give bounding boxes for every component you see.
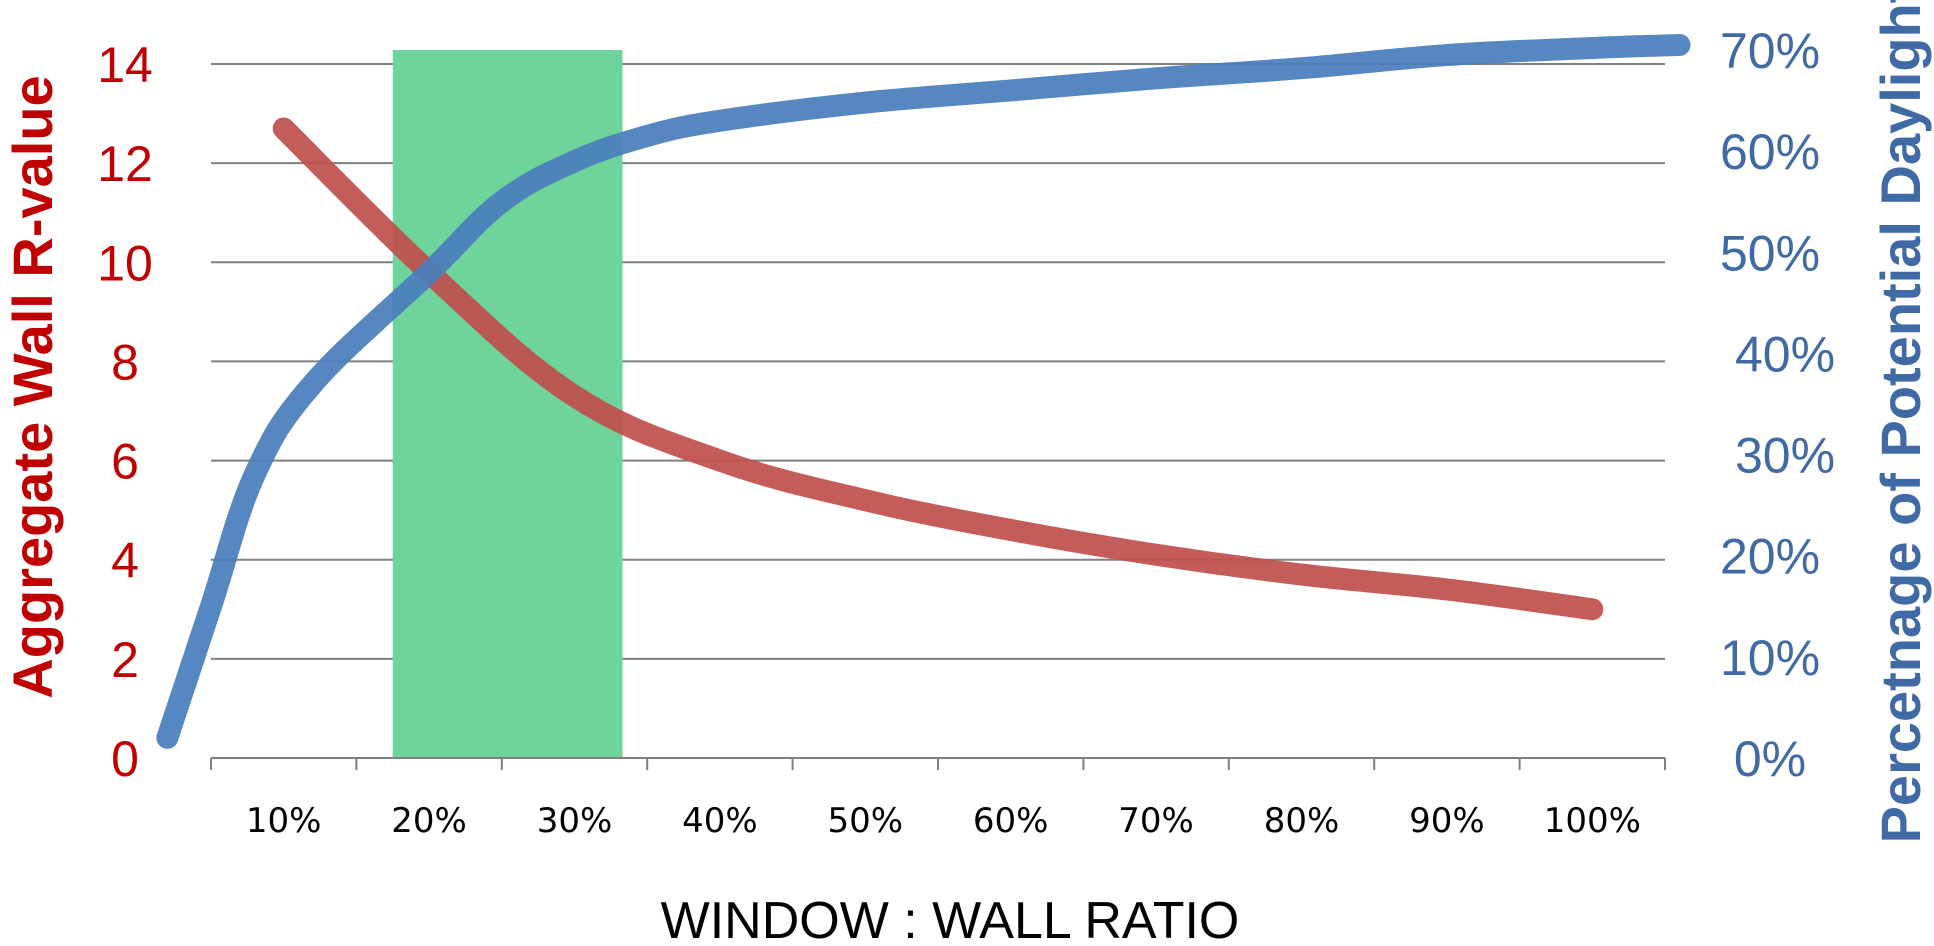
left-tick-label: 0 (111, 731, 139, 787)
x-tick-label: 20% (391, 801, 467, 841)
x-tick-label: 80% (1264, 801, 1340, 841)
x-tick-label: 70% (1118, 801, 1194, 841)
right-tick-label: 0% (1734, 731, 1806, 787)
left-tick-label: 14 (97, 37, 153, 93)
left-tick-label: 4 (111, 533, 139, 589)
x-tick-label: 30% (537, 801, 613, 841)
left-tick-label: 2 (111, 632, 139, 688)
left-tick-label: 12 (97, 136, 153, 192)
right-tick-label: 40% (1735, 326, 1835, 382)
r-value-series-line (272, 117, 1604, 621)
right-axis-title: Percetnage of Potential Daylight (1869, 0, 1932, 843)
x-tick-label: 40% (682, 801, 758, 841)
x-tick-label: 100% (1544, 801, 1641, 841)
x-tick-label: 60% (973, 801, 1049, 841)
left-axis-title: Aggregate Wall R-value (1, 75, 64, 698)
left-tick-label: 6 (111, 434, 139, 490)
x-axis-ticks: 10% 20% 30% 40% 50% 60% 70% 80% 90% 100% (246, 801, 1641, 841)
x-tick-label: 10% (246, 801, 322, 841)
right-tick-label: 10% (1720, 630, 1820, 686)
x-axis-title: WINDOW : WALL RATIO (661, 892, 1240, 946)
series (156, 33, 1691, 749)
right-tick-label: 50% (1720, 225, 1820, 281)
x-tick-label: 90% (1409, 801, 1485, 841)
right-axis-ticks: 0% 10% 20% 30% 40% 50% 60% 70% (1720, 23, 1835, 787)
x-tick-label: 50% (828, 801, 904, 841)
right-tick-label: 20% (1720, 529, 1820, 585)
left-tick-label: 8 (111, 334, 139, 390)
x-axis (210, 757, 1666, 770)
left-tick-label: 10 (97, 235, 153, 291)
right-tick-label: 70% (1720, 23, 1820, 79)
right-tick-label: 30% (1735, 428, 1835, 484)
right-tick-label: 60% (1720, 124, 1820, 180)
daylight-series-line (156, 33, 1691, 749)
left-axis-ticks: 0 2 4 6 8 10 12 14 (97, 37, 153, 787)
